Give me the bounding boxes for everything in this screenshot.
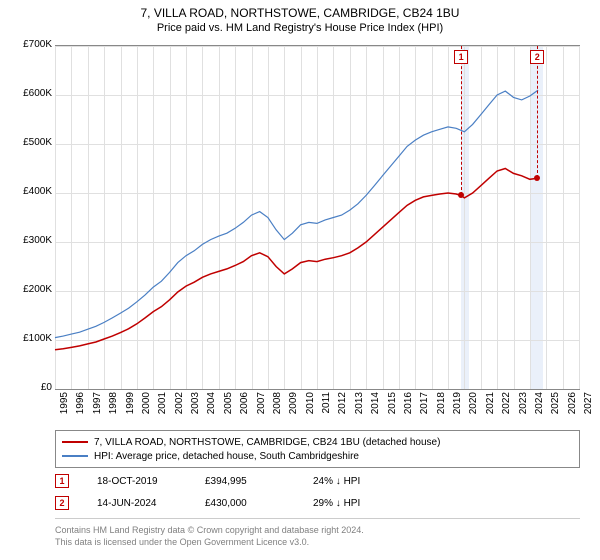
x-axis-label: 2024: [534, 392, 545, 422]
chart-title: 7, VILLA ROAD, NORTHSTOWE, CAMBRIDGE, CB…: [0, 6, 600, 20]
y-axis-label: £200K: [8, 284, 52, 295]
event-delta: 24% ↓ HPI: [313, 476, 393, 487]
footnote: Contains HM Land Registry data © Crown c…: [55, 518, 580, 548]
event-row: 1 18-OCT-2019 £394,995 24% ↓ HPI: [55, 470, 580, 492]
chart-plot-area: 12: [55, 45, 580, 390]
x-axis-label: 1998: [108, 392, 119, 422]
legend-label: HPI: Average price, detached house, Sout…: [94, 451, 359, 462]
legend-label: 7, VILLA ROAD, NORTHSTOWE, CAMBRIDGE, CB…: [94, 437, 440, 448]
gridline-vertical: [579, 46, 580, 389]
series-line-price_paid: [55, 169, 537, 350]
marker-box: 2: [530, 50, 544, 64]
x-axis-label: 2007: [256, 392, 267, 422]
x-axis-label: 2022: [501, 392, 512, 422]
footnote-line: Contains HM Land Registry data © Crown c…: [55, 525, 580, 537]
x-axis-label: 2016: [403, 392, 414, 422]
legend-swatch: [62, 441, 88, 443]
chart-container: 7, VILLA ROAD, NORTHSTOWE, CAMBRIDGE, CB…: [0, 0, 600, 560]
x-axis-label: 2018: [436, 392, 447, 422]
y-axis-label: £700K: [8, 39, 52, 50]
marker-line: [461, 46, 462, 195]
x-axis-label: 1999: [125, 392, 136, 422]
x-axis-label: 2000: [141, 392, 152, 422]
x-axis-label: 2015: [387, 392, 398, 422]
marker-dot: [458, 192, 464, 198]
series-line-hpi: [55, 90, 538, 338]
legend-swatch: [62, 455, 88, 457]
x-axis-label: 2002: [174, 392, 185, 422]
x-axis-label: 2001: [157, 392, 168, 422]
x-axis-label: 2026: [567, 392, 578, 422]
x-axis-label: 2008: [272, 392, 283, 422]
legend: 7, VILLA ROAD, NORTHSTOWE, CAMBRIDGE, CB…: [55, 430, 580, 468]
marker-line: [537, 46, 538, 178]
event-price: £430,000: [205, 498, 285, 509]
x-axis-label: 2023: [518, 392, 529, 422]
x-axis-label: 2011: [321, 392, 332, 422]
y-axis-label: £500K: [8, 137, 52, 148]
x-axis-label: 2021: [485, 392, 496, 422]
y-axis-label: £600K: [8, 88, 52, 99]
event-price: £394,995: [205, 476, 285, 487]
x-axis-label: 2005: [223, 392, 234, 422]
event-marker-box: 2: [55, 496, 69, 510]
x-axis-label: 2004: [206, 392, 217, 422]
x-axis-label: 2010: [305, 392, 316, 422]
x-axis-label: 2014: [370, 392, 381, 422]
legend-item: 7, VILLA ROAD, NORTHSTOWE, CAMBRIDGE, CB…: [62, 435, 573, 449]
marker-dot: [534, 175, 540, 181]
event-row: 2 14-JUN-2024 £430,000 29% ↓ HPI: [55, 492, 580, 514]
x-axis-label: 2009: [288, 392, 299, 422]
x-axis-label: 1997: [92, 392, 103, 422]
marker-box: 1: [454, 50, 468, 64]
x-axis-label: 1996: [75, 392, 86, 422]
y-axis-label: £400K: [8, 186, 52, 197]
events-table: 1 18-OCT-2019 £394,995 24% ↓ HPI 2 14-JU…: [55, 470, 580, 514]
title-block: 7, VILLA ROAD, NORTHSTOWE, CAMBRIDGE, CB…: [0, 0, 600, 34]
event-delta: 29% ↓ HPI: [313, 498, 393, 509]
y-axis-label: £100K: [8, 333, 52, 344]
x-axis-label: 1995: [59, 392, 70, 422]
legend-item: HPI: Average price, detached house, Sout…: [62, 449, 573, 463]
event-date: 18-OCT-2019: [97, 476, 177, 487]
event-marker-box: 1: [55, 474, 69, 488]
chart-subtitle: Price paid vs. HM Land Registry's House …: [0, 22, 600, 34]
y-axis-label: £0: [8, 382, 52, 393]
x-axis-label: 2006: [239, 392, 250, 422]
footnote-line: This data is licensed under the Open Gov…: [55, 537, 580, 549]
x-axis-label: 2019: [452, 392, 463, 422]
x-axis-label: 2017: [419, 392, 430, 422]
x-axis-label: 2012: [337, 392, 348, 422]
x-axis-label: 2025: [550, 392, 561, 422]
y-axis-label: £300K: [8, 235, 52, 246]
x-axis-label: 2020: [468, 392, 479, 422]
x-axis-label: 2027: [583, 392, 594, 422]
line-series-svg: [55, 46, 579, 389]
x-axis-label: 2003: [190, 392, 201, 422]
event-date: 14-JUN-2024: [97, 498, 177, 509]
x-axis-label: 2013: [354, 392, 365, 422]
